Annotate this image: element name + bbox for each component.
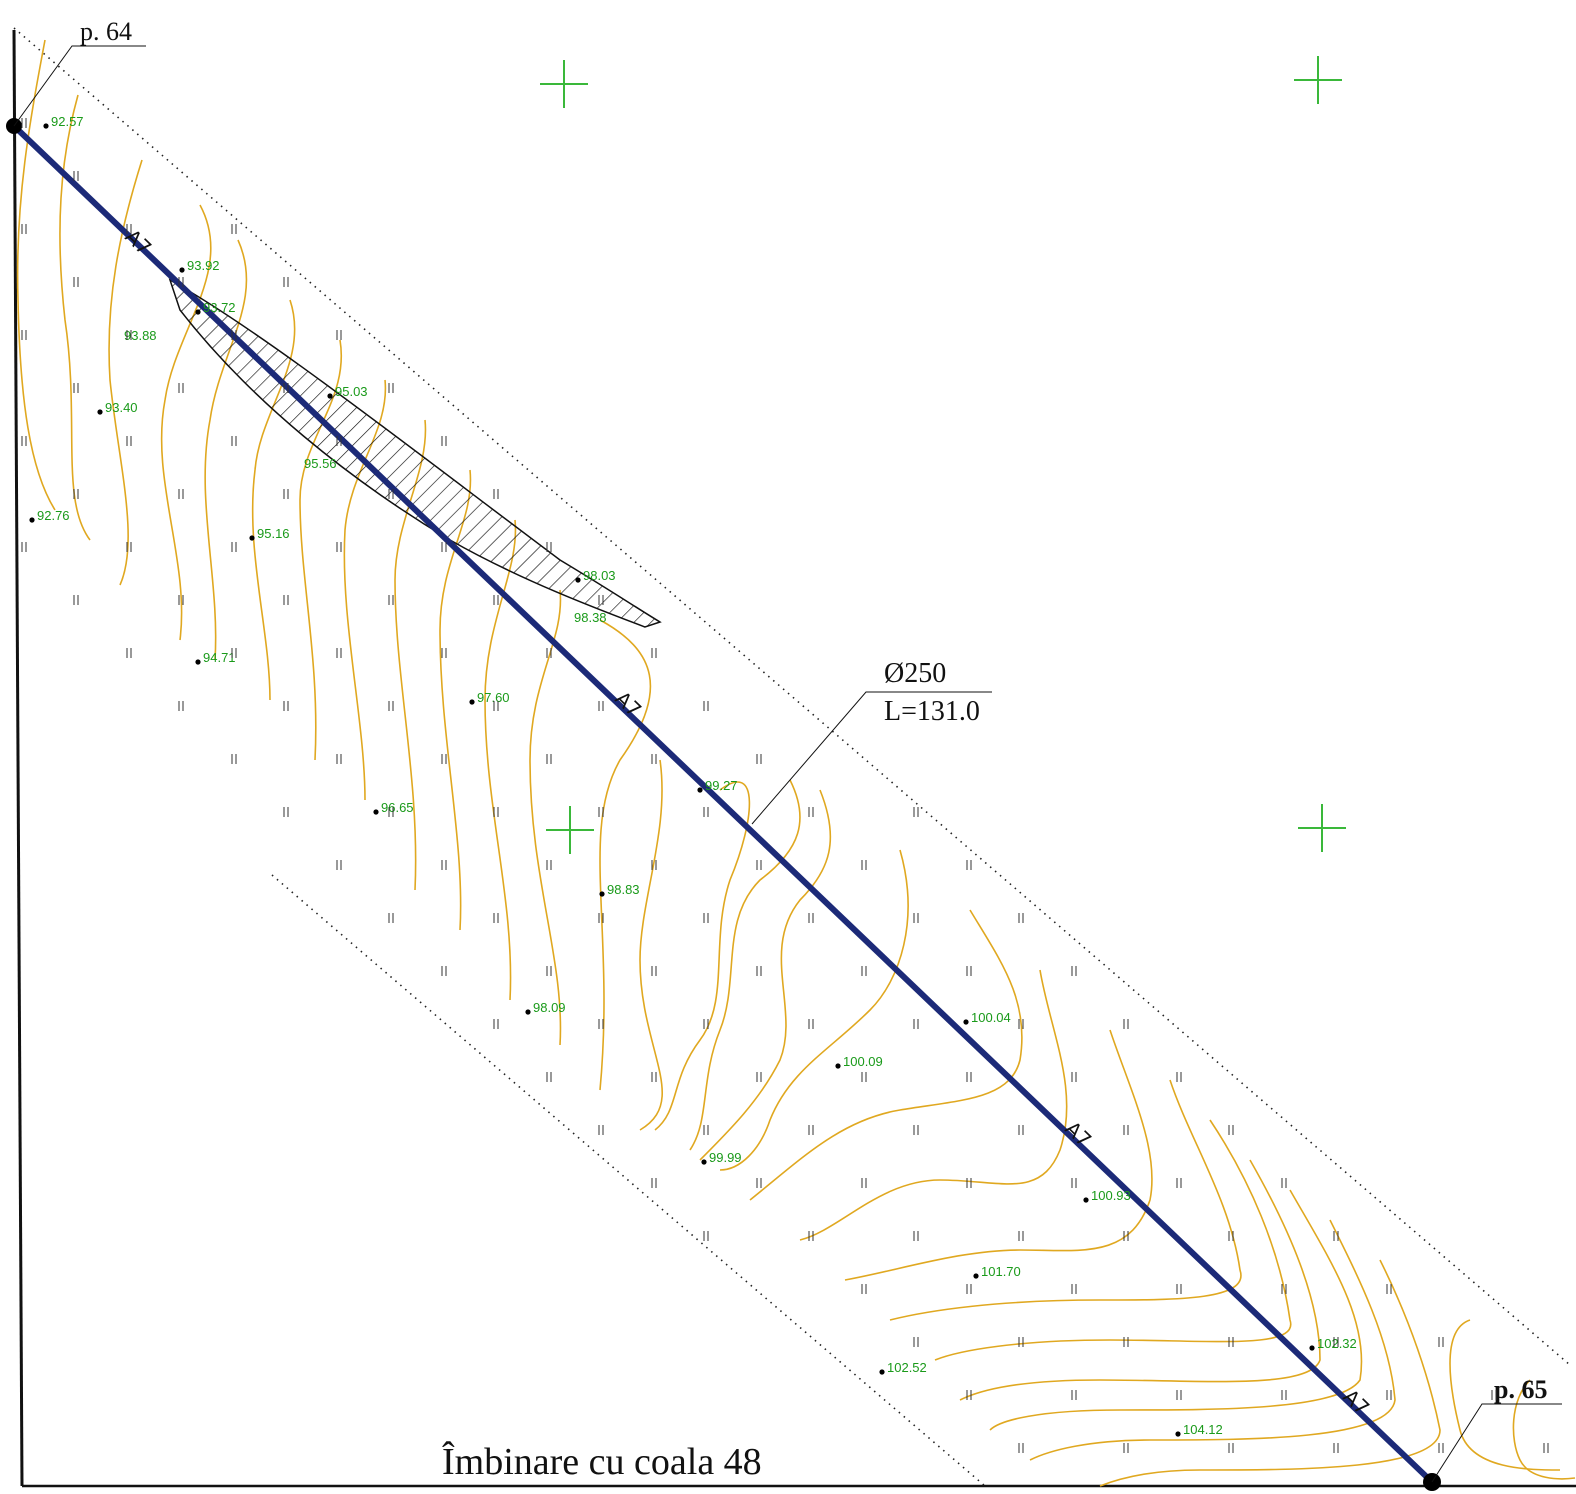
hatched-area <box>168 278 662 628</box>
grass-symbols <box>21 118 1549 1453</box>
bottom-caption: Îmbinare cu coala 48 <box>442 1441 762 1483</box>
elevation-label: 93.92 <box>187 258 220 273</box>
elevation-label: 104.12 <box>1183 1422 1223 1437</box>
corridor-boundary-upper <box>13 27 1571 1366</box>
corridor-boundary-lower <box>271 874 986 1487</box>
elevation-label: 92.76 <box>37 508 70 523</box>
point-label-p65: p. 65 <box>1494 1375 1547 1404</box>
elevation-label: 93.40 <box>105 400 138 415</box>
pipe-length-label: L=131.0 <box>884 696 980 727</box>
elevation-label: 101.70 <box>981 1264 1021 1279</box>
elevation-label: 100.93 <box>1091 1188 1131 1203</box>
pipe-diameter-label: Ø250 <box>884 658 946 689</box>
elevation-label: 96.65 <box>381 800 414 815</box>
grid-cross <box>540 60 588 108</box>
elevation-label: 95.16 <box>257 526 290 541</box>
pipe-line-a7 <box>11 123 1435 1485</box>
left-border-line <box>12 29 24 1487</box>
elevation-label: 95.03 <box>335 384 368 399</box>
point-label-p64: p. 64 <box>80 17 132 46</box>
elevation-label: 100.04 <box>971 1010 1011 1025</box>
point-leader-p64 <box>13 45 146 127</box>
grid-cross <box>1298 804 1346 852</box>
elevation-label: 98.09 <box>533 1000 566 1015</box>
pipe-segment-label: A7 <box>1339 1384 1375 1420</box>
elevation-label: 102.32 <box>1317 1336 1357 1351</box>
elevation-label: 98.83 <box>607 882 640 897</box>
elevation-label: 93.72 <box>203 300 236 315</box>
elevation-label: 95.56 <box>304 456 337 471</box>
elevation-label: 98.38 <box>574 610 607 625</box>
elevation-label: 94.71 <box>203 650 236 665</box>
elevation-label: 99.27 <box>705 778 738 793</box>
elevation-label: 99.99 <box>709 1150 742 1165</box>
contour-lines <box>16 39 1576 1487</box>
point-leader-p65 <box>1431 1403 1562 1483</box>
pipe-segment-label: A7 <box>611 686 647 722</box>
elevation-label: 93.88 <box>124 328 157 343</box>
grid-cross <box>546 806 594 854</box>
elevation-points: 92.57 93.92 93.72 93.88 93.40 95.03 95.5… <box>29 114 1357 1437</box>
elevation-label: 97.60 <box>477 690 510 705</box>
grid-cross <box>1294 56 1342 104</box>
elevation-label: 92.57 <box>51 114 84 129</box>
elevation-label: 100.09 <box>843 1054 883 1069</box>
pipe-label-leader <box>751 691 992 825</box>
elevation-label: 102.52 <box>887 1360 927 1375</box>
elevation-label: 98.03 <box>583 568 616 583</box>
